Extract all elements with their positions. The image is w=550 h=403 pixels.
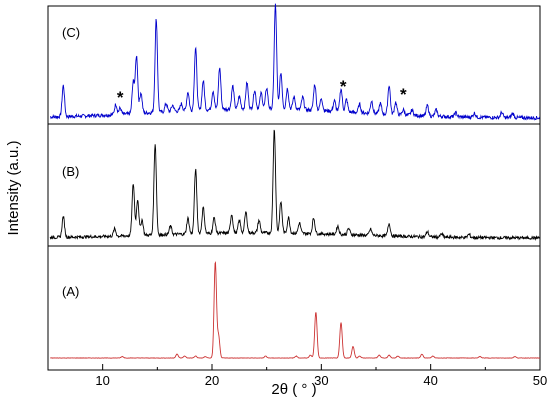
panel-label-b: (B) bbox=[62, 164, 79, 179]
panel-label-c: (C) bbox=[62, 25, 80, 40]
plot-frame bbox=[47, 5, 541, 371]
x-tick-label: 50 bbox=[533, 373, 547, 388]
star-marker: * bbox=[340, 77, 347, 96]
trace-a bbox=[50, 261, 541, 359]
x-ticks: 10 20 30 40 50 bbox=[47, 364, 547, 388]
trace-c bbox=[49, 3, 541, 121]
x-tick-label: 10 bbox=[95, 373, 109, 388]
panel-labels: (C) (B) (A) bbox=[62, 25, 80, 299]
x-tick-label: 40 bbox=[423, 373, 437, 388]
trace-b bbox=[49, 129, 541, 241]
star-marker: * bbox=[400, 85, 407, 104]
x-axis-title: 2θ ( ° ) bbox=[271, 381, 316, 398]
y-axis-title: Intensity (a.u.) bbox=[5, 140, 22, 235]
panel-label-a: (A) bbox=[62, 284, 79, 299]
x-tick-label: 30 bbox=[314, 373, 328, 388]
stars: * * * bbox=[117, 77, 407, 107]
traces bbox=[49, 3, 541, 359]
x-tick-label: 20 bbox=[205, 373, 219, 388]
star-marker: * bbox=[117, 88, 124, 107]
